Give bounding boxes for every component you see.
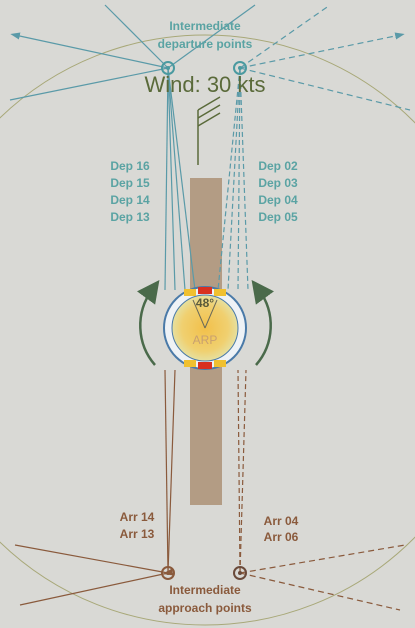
- compass: 48° ARP: [163, 286, 247, 370]
- arr-label: Arr 14: [120, 510, 155, 524]
- arr-label: Arr 13: [120, 527, 155, 541]
- rotation-arrows: [137, 279, 274, 366]
- dep-label: Dep 16: [110, 159, 150, 173]
- points: [161, 61, 247, 580]
- angle-label: 48°: [196, 296, 214, 310]
- arr-label: Arr 06: [264, 530, 299, 544]
- dep-label: Dep 02: [258, 159, 298, 173]
- dep-label: Dep 03: [258, 176, 298, 190]
- arr-label: Arr 04: [264, 514, 299, 528]
- dep-label: Dep 15: [110, 176, 150, 190]
- arrival-routes: [14, 369, 406, 611]
- wind-barb: [197, 96, 221, 165]
- dep-label: Dep 04: [258, 193, 298, 207]
- arp-label: ARP: [193, 333, 218, 347]
- dep-label: Dep 05: [258, 210, 298, 224]
- approach-label: Intermediate: [169, 583, 241, 597]
- dep-label: Dep 14: [110, 193, 150, 207]
- departure-label: departure points: [158, 37, 253, 51]
- departure-routes: [9, 4, 411, 291]
- labels: Intermediate departure points Wind: 30 k…: [110, 19, 298, 615]
- dep-label: Dep 13: [110, 210, 150, 224]
- approach-label: approach points: [158, 601, 252, 615]
- wind-label: Wind: 30 kts: [144, 72, 265, 97]
- departure-label: Intermediate: [169, 19, 241, 33]
